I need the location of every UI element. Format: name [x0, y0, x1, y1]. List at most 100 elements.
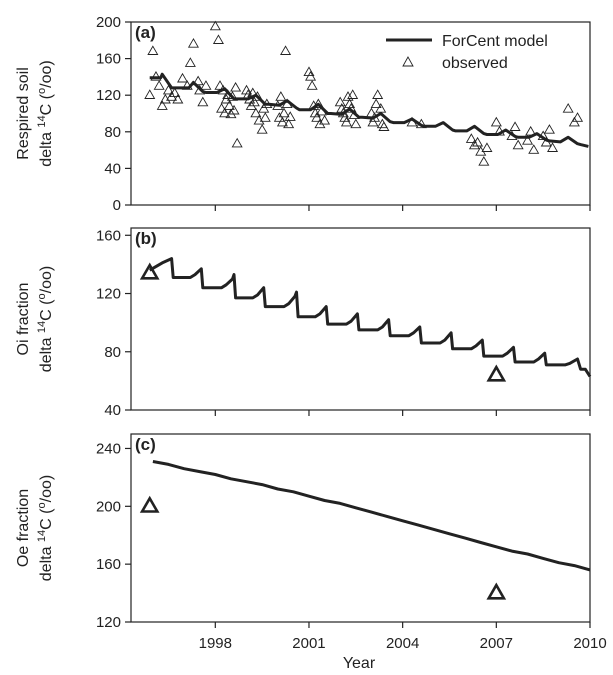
observed-point-a [150, 70, 162, 81]
y-tick-label-b: 160 [96, 227, 121, 244]
y-label-superscript: o [36, 293, 48, 299]
y-tick-label-c: 120 [96, 614, 121, 631]
y-tick-label-a: 80 [104, 124, 121, 141]
observed-point-a [370, 98, 382, 109]
y-label-text: delta [38, 542, 55, 581]
x-tick-label: 1998 [199, 635, 232, 652]
observed-point-a [378, 121, 390, 131]
y-label-text: /oo) [38, 266, 55, 294]
observed-point-a [209, 20, 221, 31]
observed-point-a [231, 137, 243, 148]
observed-point-a [334, 96, 346, 107]
observed-point-a [344, 98, 356, 109]
observed-point-a [242, 89, 254, 99]
observed-point-a [144, 89, 156, 99]
observed-point-a [372, 89, 384, 99]
observed-point-a [276, 116, 288, 127]
y-label-superscript: 14 [36, 530, 48, 542]
y-label-text: delta [38, 333, 55, 372]
observed-point-a [543, 124, 555, 134]
x-tick-label: 2004 [386, 635, 419, 652]
observed-point-a [347, 89, 359, 99]
y-tick-label-c: 200 [96, 498, 121, 515]
panel-label-c: (c) [135, 435, 156, 454]
x-tick-label: 2010 [573, 635, 606, 652]
y-label-text: C ( [38, 299, 55, 321]
observed-point-a [214, 80, 226, 90]
observed-point-b [139, 262, 160, 280]
y-axis-label-c: Oe fraction delta 14C (o/oo) [15, 475, 55, 581]
observed-point-a [245, 100, 257, 110]
observed-point-a [247, 87, 259, 98]
observed-point-a [258, 103, 270, 113]
y-axis-label-line2: delta 14C (o/oo) [36, 475, 55, 581]
y-tick-label-a: 120 [96, 87, 121, 104]
observed-point-a [568, 116, 580, 127]
plot-frame-a [130, 21, 591, 206]
observed-point-a [345, 103, 357, 113]
observed-point-a [319, 114, 331, 125]
y-axis-label-line1: Respired soil [15, 67, 32, 159]
observed-point-a [259, 112, 271, 122]
y-label-superscript: 14 [36, 321, 48, 333]
panel-label-a: (a) [135, 23, 156, 42]
observed-point-a [472, 136, 484, 147]
observed-point-a [528, 144, 540, 154]
observed-point-c [486, 582, 507, 600]
observed-point-a [348, 109, 360, 120]
observed-point-a [280, 45, 292, 55]
y-axis-label-a: Respired soil delta 14C (o/oo) [15, 60, 55, 166]
observed-point-a [241, 84, 253, 95]
legend-triangle-symbol [402, 56, 414, 67]
y-tick-label-a: 160 [96, 51, 121, 68]
observed-point-c [139, 495, 160, 513]
y-axis-label-line1: Oi fraction [15, 283, 32, 356]
observed-point-a [275, 91, 287, 101]
y-axis-label-b: Oi fraction delta 14C (o/oo) [15, 266, 55, 372]
observed-point-b [486, 364, 507, 382]
observed-point-a [406, 116, 418, 127]
observed-point-a [415, 118, 427, 129]
observed-point-a [342, 91, 354, 101]
y-axis-label-line2: delta 14C (o/oo) [36, 266, 55, 372]
observed-point-a [311, 112, 323, 122]
y-axis-label-line1: Oe fraction [15, 489, 32, 567]
observed-point-a [365, 107, 377, 118]
y-tick-label-c: 160 [96, 556, 121, 573]
observed-point-a [153, 80, 165, 90]
observed-point-a [509, 121, 521, 131]
observed-point-a [512, 139, 524, 150]
observed-point-a [367, 116, 379, 127]
y-tick-label-b: 120 [96, 286, 121, 303]
observed-point-a [200, 80, 212, 90]
observed-point-a [562, 103, 574, 113]
observed-point-a [216, 103, 228, 113]
observed-point-a [194, 84, 206, 95]
model-line-c [152, 460, 591, 572]
observed-point-a [284, 111, 296, 121]
observed-point-a [251, 91, 263, 101]
observed-point-a [315, 105, 327, 116]
observed-point-a [219, 107, 231, 118]
observed-point-a [187, 38, 199, 48]
x-tick-label: 2007 [480, 635, 513, 652]
observed-point-a [481, 142, 493, 152]
plot-frame-c [130, 433, 591, 623]
observed-point-a [465, 133, 477, 143]
observed-point-a [192, 75, 204, 86]
observed-point-a [490, 116, 502, 127]
observed-point-a [522, 135, 534, 145]
model-line-a [149, 72, 589, 148]
y-tick-label-b: 40 [104, 402, 121, 419]
y-label-text: /oo) [38, 60, 55, 88]
observed-point-a [337, 107, 349, 118]
observed-point-a [248, 96, 260, 107]
observed-point-a [468, 139, 480, 150]
legend-label-model: ForCent model [442, 33, 548, 50]
x-axis-label: Year [343, 655, 376, 672]
observed-point-a [350, 118, 362, 129]
observed-point-a [147, 45, 159, 55]
